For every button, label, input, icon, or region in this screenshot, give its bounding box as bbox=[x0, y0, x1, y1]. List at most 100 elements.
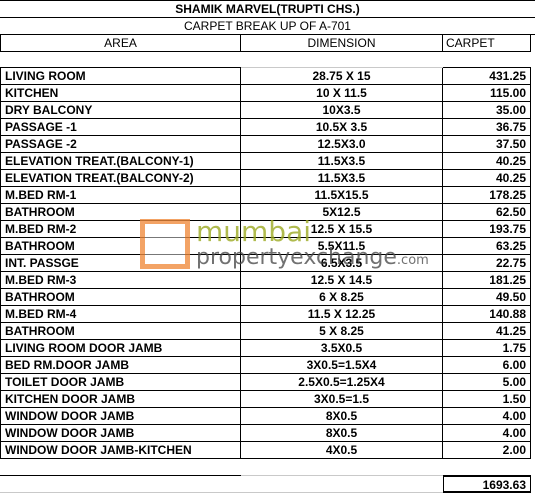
dimension-cell: 6 X 8.25 bbox=[241, 289, 443, 306]
area-cell: BATHROOM bbox=[0, 289, 241, 306]
carpet-cell: 1.75 bbox=[443, 340, 531, 357]
dimension-cell: 8X0.5 bbox=[241, 425, 443, 442]
header-row: AREA DIMENSION CARPET bbox=[0, 34, 535, 52]
area-cell: BATHROOM bbox=[0, 238, 241, 255]
dimension-cell: 10X3.5 bbox=[241, 102, 443, 119]
area-cell: WINDOW DOOR JAMB bbox=[0, 425, 241, 442]
table-row: KITCHEN 10 X 11.5 115.00 bbox=[0, 85, 535, 102]
sheet-title: SHAMIK MARVEL(TRUPTI CHS.) bbox=[175, 2, 360, 16]
dimension-cell: 5X12.5 bbox=[241, 204, 443, 221]
area-cell: M.BED RM-1 bbox=[0, 187, 241, 204]
dimension-cell: 3X0.5=1.5 bbox=[241, 391, 443, 408]
dimension-cell: 3X0.5=1.5X4 bbox=[241, 357, 443, 374]
dimension-cell: 28.75 X 15 bbox=[241, 68, 443, 85]
dimension-cell: 5.5X11.5 bbox=[241, 238, 443, 255]
dimension-cell: 11.5X15.5 bbox=[241, 187, 443, 204]
area-cell: DRY BALCONY bbox=[0, 102, 241, 119]
table-row: KITCHEN DOOR JAMB 3X0.5=1.5 1.50 bbox=[0, 391, 535, 408]
carpet-cell: 140.88 bbox=[443, 306, 531, 323]
dimension-cell: 10 X 11.5 bbox=[241, 85, 443, 102]
area-cell: KITCHEN bbox=[0, 85, 241, 102]
dimension-header: DIMENSION bbox=[241, 35, 443, 52]
table-row: WINDOW DOOR JAMB 8X0.5 4.00 bbox=[0, 425, 535, 442]
area-cell: PASSAGE -2 bbox=[0, 136, 241, 153]
table-row: BATHROOM 6 X 8.25 49.50 bbox=[0, 289, 535, 306]
table-row: M.BED RM-2 12.5 X 15.5 193.75 bbox=[0, 221, 535, 238]
area-cell: LIVING ROOM DOOR JAMB bbox=[0, 340, 241, 357]
table-body: LIVING ROOM 28.75 X 15 431.25 KITCHEN 10 X 1… bbox=[0, 68, 535, 459]
area-cell: BED RM.DOOR JAMB bbox=[0, 357, 241, 374]
table-row: PASSAGE -2 12.5X3.0 37.50 bbox=[0, 136, 535, 153]
carpet-header: CARPET bbox=[443, 35, 531, 52]
dimension-cell: 2.5X0.5=1.25X4 bbox=[241, 374, 443, 391]
sheet-subtitle: CARPET BREAK UP OF A-701 bbox=[184, 19, 351, 33]
blank-row bbox=[0, 51, 535, 68]
title-row: SHAMIK MARVEL(TRUPTI CHS.) bbox=[0, 0, 535, 17]
table-row: M.BED RM-3 12.5 X 14.5 181.25 bbox=[0, 272, 535, 289]
carpet-cell: 1.50 bbox=[443, 391, 531, 408]
dimension-cell: 3.5X0.5 bbox=[241, 340, 443, 357]
table-row: BED RM.DOOR JAMB 3X0.5=1.5X4 6.00 bbox=[0, 357, 535, 374]
carpet-cell: 4.00 bbox=[443, 425, 531, 442]
carpet-cell: 35.00 bbox=[443, 102, 531, 119]
area-cell: INT. PASSGE bbox=[0, 255, 241, 272]
table-row: ELEVATION TREAT.(BALCONY-2) 11.5X3.5 40.25 bbox=[0, 170, 535, 187]
area-cell: M.BED RM-4 bbox=[0, 306, 241, 323]
carpet-cell: 40.25 bbox=[443, 170, 531, 187]
dimension-cell: 10.5X 3.5 bbox=[241, 119, 443, 136]
area-cell: KITCHEN DOOR JAMB bbox=[0, 391, 241, 408]
dimension-cell: 5 X 8.25 bbox=[241, 323, 443, 340]
carpet-cell: 5.00 bbox=[443, 374, 531, 391]
table-row: DRY BALCONY 10X3.5 35.00 bbox=[0, 102, 535, 119]
area-cell: BATHROOM bbox=[0, 323, 241, 340]
table-row: BATHROOM 5.5X11.5 63.25 bbox=[0, 238, 535, 255]
carpet-cell: 36.75 bbox=[443, 119, 531, 136]
table-row: BATHROOM 5 X 8.25 41.25 bbox=[0, 323, 535, 340]
carpet-cell: 49.50 bbox=[443, 289, 531, 306]
carpet-cell: 62.50 bbox=[443, 204, 531, 221]
area-cell: ELEVATION TREAT.(BALCONY-1) bbox=[0, 153, 241, 170]
carpet-cell: 40.25 bbox=[443, 153, 531, 170]
dimension-cell: 12.5 X 14.5 bbox=[241, 272, 443, 289]
total-row: 1693.63 bbox=[0, 476, 535, 493]
carpet-cell: 41.25 bbox=[443, 323, 531, 340]
table-row: WINDOW DOOR JAMB 8X0.5 4.00 bbox=[0, 408, 535, 425]
carpet-cell: 193.75 bbox=[443, 221, 531, 238]
dimension-cell: 8X0.5 bbox=[241, 408, 443, 425]
dimension-cell: 12.5X3.0 bbox=[241, 136, 443, 153]
carpet-cell: 4.00 bbox=[443, 408, 531, 425]
area-cell: PASSAGE -1 bbox=[0, 119, 241, 136]
area-cell: TOILET DOOR JAMB bbox=[0, 374, 241, 391]
dimension-cell: 4X0.5 bbox=[241, 442, 443, 459]
carpet-cell: 431.25 bbox=[443, 68, 531, 85]
spacer-row bbox=[0, 459, 535, 476]
dimension-cell: 6.5X3.5 bbox=[241, 255, 443, 272]
carpet-cell: 115.00 bbox=[443, 85, 531, 102]
table-row: WINDOW DOOR JAMB-KITCHEN 4X0.5 2.00 bbox=[0, 442, 535, 459]
area-cell: M.BED RM-3 bbox=[0, 272, 241, 289]
dimension-cell: 11.5 X 12.25 bbox=[241, 306, 443, 323]
dimension-cell: 12.5 X 15.5 bbox=[241, 221, 443, 238]
table-row: PASSAGE -1 10.5X 3.5 36.75 bbox=[0, 119, 535, 136]
carpet-cell: 178.25 bbox=[443, 187, 531, 204]
carpet-cell: 181.25 bbox=[443, 272, 531, 289]
carpet-cell: 2.00 bbox=[443, 442, 531, 459]
area-cell: WINDOW DOOR JAMB-KITCHEN bbox=[0, 442, 241, 459]
table-row: LIVING ROOM 28.75 X 15 431.25 bbox=[0, 68, 535, 85]
carpet-cell: 37.50 bbox=[443, 136, 531, 153]
carpet-cell: 63.25 bbox=[443, 238, 531, 255]
area-cell: LIVING ROOM bbox=[0, 68, 241, 85]
dimension-cell: 11.5X3.5 bbox=[241, 170, 443, 187]
area-header: AREA bbox=[0, 35, 241, 52]
subtitle-row: CARPET BREAK UP OF A-701 bbox=[0, 17, 535, 34]
dimension-cell: 11.5X3.5 bbox=[241, 153, 443, 170]
table-row: TOILET DOOR JAMB 2.5X0.5=1.25X4 5.00 bbox=[0, 374, 535, 391]
table-row: LIVING ROOM DOOR JAMB 3.5X0.5 1.75 bbox=[0, 340, 535, 357]
carpet-cell: 6.00 bbox=[443, 357, 531, 374]
carpet-cell: 22.75 bbox=[443, 255, 531, 272]
area-cell: ELEVATION TREAT.(BALCONY-2) bbox=[0, 170, 241, 187]
table-row: INT. PASSGE 6.5X3.5 22.75 bbox=[0, 255, 535, 272]
table-row: BATHROOM 5X12.5 62.50 bbox=[0, 204, 535, 221]
table-row: M.BED RM-1 11.5X15.5 178.25 bbox=[0, 187, 535, 204]
